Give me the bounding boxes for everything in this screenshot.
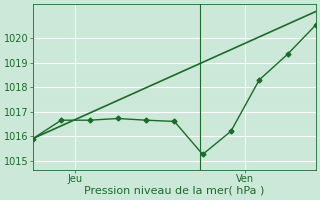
X-axis label: Pression niveau de la mer( hPa ): Pression niveau de la mer( hPa )	[84, 186, 265, 196]
